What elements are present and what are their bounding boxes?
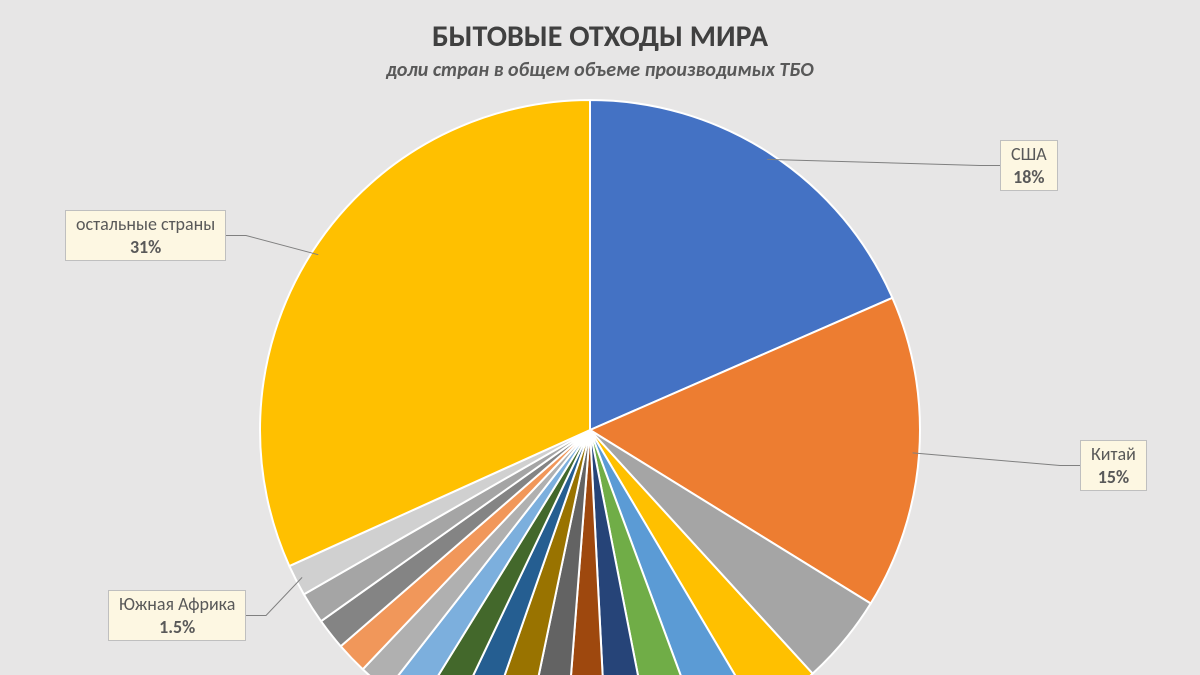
data-label-name: США <box>1011 143 1047 166</box>
data-label: Китай15% <box>1080 440 1147 491</box>
data-label: США18% <box>1000 140 1058 191</box>
pie-chart <box>0 0 1200 675</box>
data-label-pct: 31% <box>76 236 215 259</box>
data-label-pct: 15% <box>1091 466 1136 489</box>
data-label-name: остальные страны <box>76 213 215 236</box>
data-label-pct: 18% <box>1011 166 1047 189</box>
data-label-name: Китай <box>1091 443 1136 466</box>
chart-canvas: БЫТОВЫЕ ОТХОДЫ МИРА доли стран в общем о… <box>0 0 1200 675</box>
data-label-name: Южная Африка <box>119 593 235 616</box>
data-label: Южная Африка1.5% <box>108 590 246 641</box>
data-label-pct: 1.5% <box>119 616 235 639</box>
data-label: остальные страны31% <box>65 210 226 261</box>
